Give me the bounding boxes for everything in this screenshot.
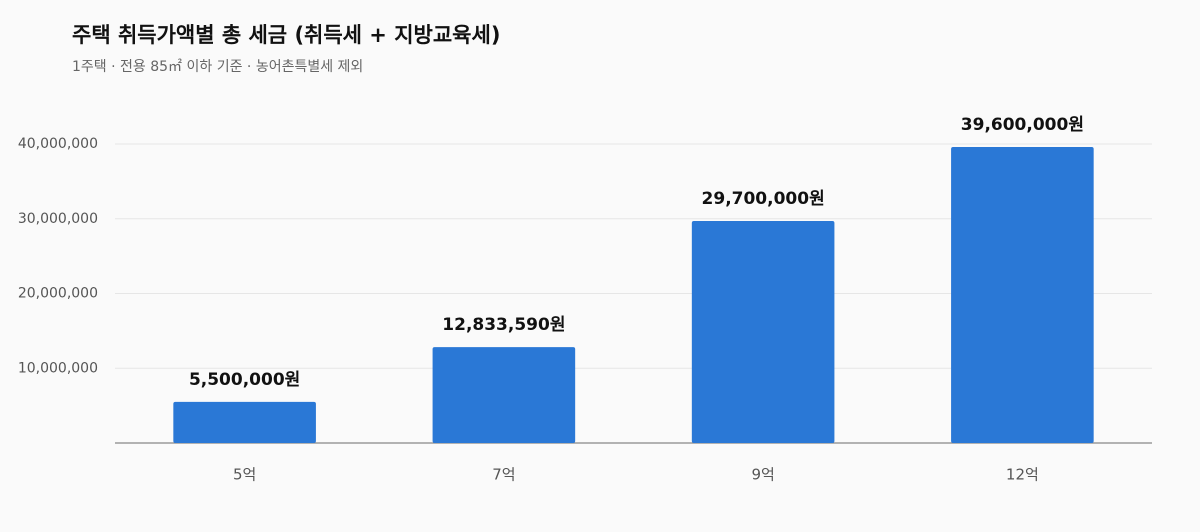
bar xyxy=(951,146,1094,444)
chart-subtitle: 1주택 · 전용 85㎡ 이하 기준 · 농어촌특별세 제외 xyxy=(72,59,363,75)
y-tick-label: 20,000,000 xyxy=(18,286,98,302)
value-label: 12,833,590원 xyxy=(442,315,565,335)
chart-title: 주택 취득가액별 총 세금 (취득세 + 지방교육세) xyxy=(72,23,500,47)
y-tick-label: 10,000,000 xyxy=(18,360,98,376)
x-tick-label: 5억 xyxy=(233,466,256,484)
x-tick-label: 9억 xyxy=(751,466,774,484)
value-label: 5,500,000원 xyxy=(189,370,300,390)
x-tick-label: 7억 xyxy=(492,466,515,484)
value-label: 29,700,000원 xyxy=(702,189,825,209)
bar xyxy=(432,347,576,443)
x-tick-label: 12억 xyxy=(1006,466,1039,484)
bar xyxy=(691,220,835,443)
y-tick-label: 30,000,000 xyxy=(18,211,98,227)
bar xyxy=(173,401,316,443)
y-tick-label: 40,000,000 xyxy=(18,136,98,152)
value-label: 39,600,000원 xyxy=(961,115,1084,135)
